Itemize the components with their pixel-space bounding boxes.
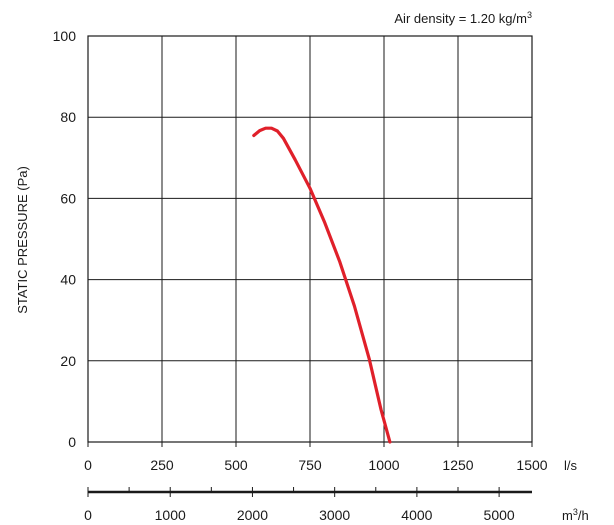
air-density-annotation: Air density = 1.20 kg/m3 xyxy=(394,10,532,26)
x-tick-label-5: 1250 xyxy=(442,457,473,473)
x-tick-labels: 0 250 500 750 1000 1250 1500 xyxy=(84,442,548,473)
y-axis-label: STATIC PRESSURE (Pa) xyxy=(15,166,30,314)
x-tick-label-0: 0 xyxy=(84,457,92,473)
x-tick-label-1: 250 xyxy=(150,457,174,473)
y-tick-label-4: 80 xyxy=(60,109,76,125)
x-axis-unit-m3h: m3/h xyxy=(562,507,589,523)
x-tick-label-3: 750 xyxy=(298,457,322,473)
y-tick-label-5: 100 xyxy=(53,28,77,44)
x2-tick-label-2: 2000 xyxy=(237,507,268,523)
y-tick-label-0: 0 xyxy=(68,434,76,450)
y-tick-labels: 0 20 40 60 80 100 xyxy=(53,28,77,450)
y-tick-label-2: 40 xyxy=(60,272,76,288)
secondary-axis-ticks: 0 1000 2000 3000 4000 5000 xyxy=(84,487,515,523)
x2-tick-label-0: 0 xyxy=(84,507,92,523)
x2-tick-label-4: 4000 xyxy=(401,507,432,523)
x2-tick-label-5: 5000 xyxy=(484,507,515,523)
x-tick-label-2: 500 xyxy=(224,457,248,473)
grid xyxy=(88,36,532,442)
x-tick-label-4: 1000 xyxy=(368,457,399,473)
y-tick-label-1: 20 xyxy=(60,353,76,369)
x2-tick-label-1: 1000 xyxy=(155,507,186,523)
x-axis-unit-ls: l/s xyxy=(564,458,578,473)
x2-tick-label-3: 3000 xyxy=(319,507,350,523)
y-tick-label-3: 60 xyxy=(60,190,76,206)
fan-curve-line-0 xyxy=(252,126,392,444)
x-tick-label-6: 1500 xyxy=(516,457,547,473)
series-layer xyxy=(252,126,392,444)
